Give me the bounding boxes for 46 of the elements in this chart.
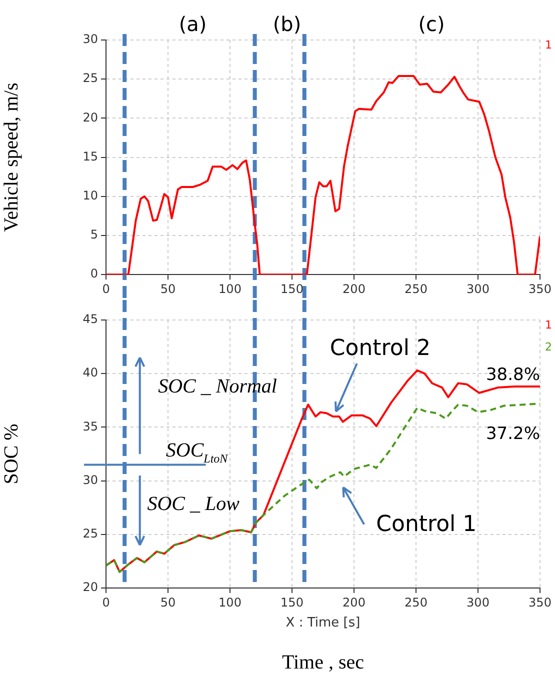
x-tick-label: 250 [404, 282, 428, 296]
annotation: Control 2 [330, 336, 430, 362]
y-tick-label: 25 [82, 71, 98, 86]
x-tick-label: 200 [342, 595, 366, 610]
annotation: SOC _ Low [147, 493, 240, 516]
x-tick-label: 0 [102, 282, 110, 296]
annotation: SOC _ Normal [158, 375, 278, 398]
y-tick-label: 30 [82, 472, 98, 487]
x-tick-label: 200 [342, 282, 366, 296]
y-tick-label: 15 [82, 149, 98, 164]
text: (a) [178, 12, 207, 36]
x-tick-label: 50 [160, 282, 176, 296]
y-tick-label: 5 [90, 228, 98, 242]
y-axis-title: Vehicle speed, m/s [0, 82, 22, 232]
x-tick-label: 300 [466, 595, 490, 610]
y-tick-label: 0 [90, 266, 98, 281]
y-tick-label: 30 [82, 32, 98, 46]
x-tick-label: 350 [528, 595, 552, 610]
annotation: Control 1 [376, 512, 477, 538]
y-tick-label: 45 [82, 312, 98, 326]
annotation: 38.8% [486, 364, 540, 385]
x-tick-label: 50 [160, 595, 176, 610]
y-tick-label: 25 [82, 526, 98, 541]
y-tick-label: 10 [82, 188, 98, 203]
x-tick-label: 350 [528, 282, 552, 296]
y-tick-label: 35 [82, 419, 98, 434]
text: (c) [418, 12, 445, 36]
annotation: 37.2% [486, 424, 540, 444]
text: Time , sec [282, 651, 364, 674]
text: 2 [545, 340, 552, 354]
y-tick-label: 40 [82, 366, 98, 380]
y-tick-label: 20 [82, 110, 98, 124]
x-tick-label: 0 [102, 595, 110, 610]
y-tick-label: 20 [82, 580, 98, 594]
text: 1 [545, 38, 552, 52]
x-tick-label: 250 [404, 595, 428, 610]
x-tick-label: 150 [280, 595, 304, 610]
line-series [106, 402, 540, 573]
x-tick-label: 100 [218, 595, 242, 610]
text: (b) [272, 12, 302, 36]
y-axis-title: SOC % [0, 424, 22, 484]
x-tick-label: 100 [218, 282, 242, 296]
text: 1 [545, 318, 552, 332]
x-tick-label: 150 [280, 282, 304, 296]
x-axis-title: X : Time [s] [286, 616, 360, 631]
x-tick-label: 300 [466, 282, 490, 296]
